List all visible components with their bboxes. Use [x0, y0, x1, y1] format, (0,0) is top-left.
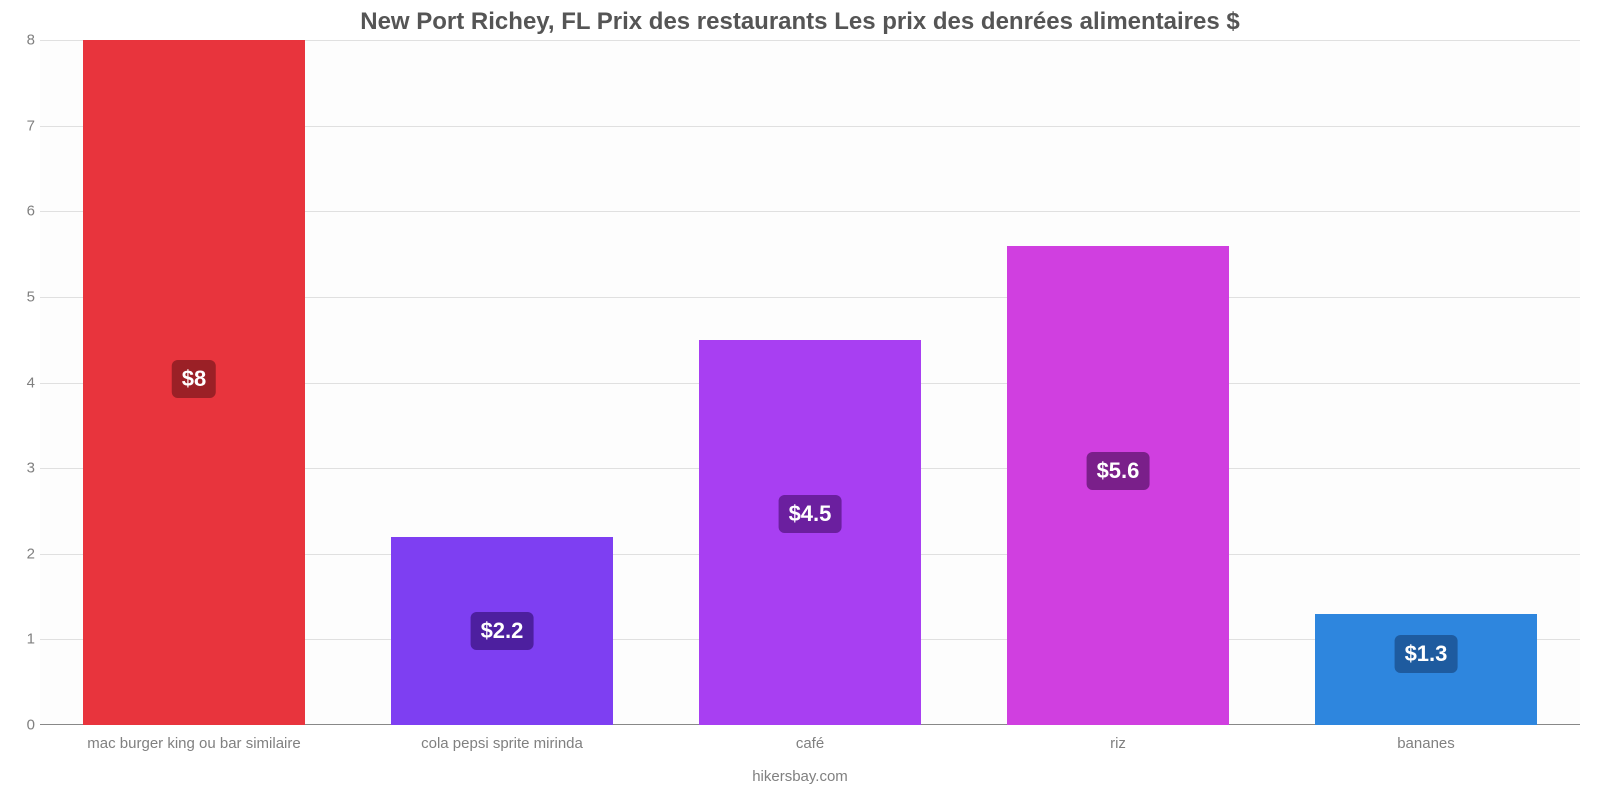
y-tick-label: 8 — [15, 32, 35, 49]
y-tick-label: 1 — [15, 631, 35, 648]
y-tick-label: 7 — [15, 117, 35, 134]
bar: $8 — [83, 40, 305, 725]
chart-footer: hikersbay.com — [0, 768, 1600, 785]
y-tick-label: 4 — [15, 374, 35, 391]
y-tick-label: 6 — [15, 203, 35, 220]
bar-value-label: $4.5 — [779, 495, 842, 533]
y-tick-label: 2 — [15, 545, 35, 562]
plot-area: $8 $2.2 $4.5 $5.6 $1.3 — [40, 40, 1580, 725]
y-tick-label: 3 — [15, 460, 35, 477]
bar-value-label: $1.3 — [1395, 635, 1458, 673]
bar: $5.6 — [1007, 246, 1229, 726]
chart-title: New Port Richey, FL Prix des restaurants… — [0, 8, 1600, 36]
bar-value-label: $5.6 — [1087, 452, 1150, 490]
bar: $2.2 — [391, 537, 613, 725]
bar-value-label: $2.2 — [471, 612, 534, 650]
bar: $4.5 — [699, 340, 921, 725]
x-tick-label: café — [796, 735, 824, 752]
x-tick-label: riz — [1110, 735, 1126, 752]
bar-value-label: $8 — [172, 360, 216, 398]
x-tick-label: cola pepsi sprite mirinda — [421, 735, 583, 752]
y-tick-label: 5 — [15, 288, 35, 305]
price-bar-chart: New Port Richey, FL Prix des restaurants… — [0, 0, 1600, 800]
x-tick-label: bananes — [1397, 735, 1455, 752]
bar: $1.3 — [1315, 614, 1537, 725]
y-tick-label: 0 — [15, 717, 35, 734]
x-tick-label: mac burger king ou bar similaire — [87, 735, 300, 752]
